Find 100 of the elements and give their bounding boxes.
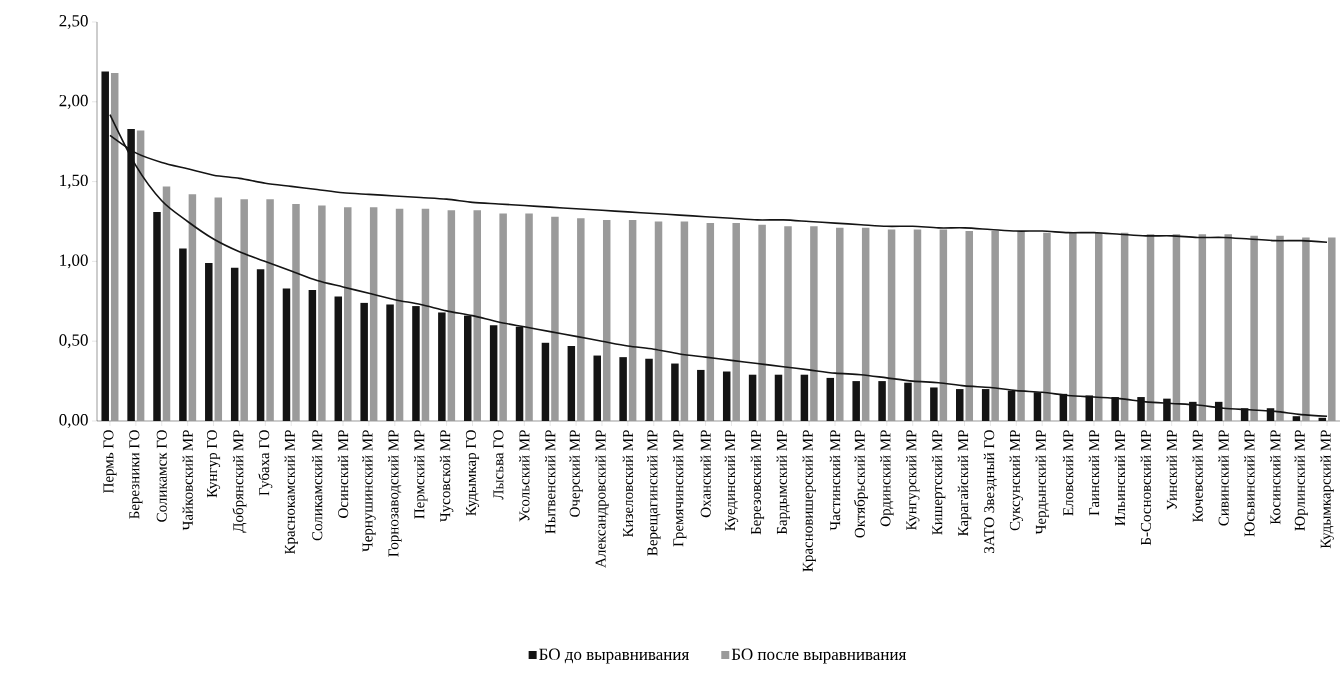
x-tick-label: Кишертский МР: [931, 430, 946, 535]
bar: [473, 210, 481, 421]
y-tick-label: 2,00: [59, 94, 88, 109]
bar: [292, 203, 300, 421]
x-tick-label: Усольский МР: [519, 430, 530, 522]
bar: [732, 223, 740, 421]
bar: [136, 130, 145, 421]
bar: [162, 186, 171, 421]
x-tick-label: Еловский МР: [1062, 430, 1074, 516]
bar: [758, 224, 766, 421]
bar: [939, 229, 948, 421]
x-tick-label: ЗАТО Звездный ГО: [983, 430, 997, 554]
x-tick-label: Юсьвинский МР: [1244, 430, 1255, 537]
x-tick-label: Кудымкар ГО: [465, 430, 480, 516]
bar: [645, 358, 653, 421]
x-tick-label: Осинский МР: [337, 430, 349, 518]
bar: [913, 229, 922, 421]
x-tick-label: Гаинский МР: [1088, 430, 1100, 516]
bar: [266, 199, 274, 421]
bar: [318, 205, 326, 421]
x-tick-label: Чердынский МР: [1035, 430, 1049, 535]
bar: [1043, 232, 1051, 421]
x-tick-label: Суксунский МР: [1009, 430, 1024, 531]
x-tick-label: Чусовской МР: [439, 430, 454, 522]
bar: [722, 371, 731, 421]
x-tick-label: Уинский МР: [1166, 430, 1177, 510]
x-tick-label: Частинский МР: [829, 430, 841, 531]
bar: [567, 345, 576, 421]
bar: [1328, 237, 1336, 421]
bar: [748, 374, 757, 421]
x-tick-label: Лысьва ГО: [493, 430, 504, 500]
bar: [1172, 234, 1181, 421]
bar: [499, 213, 507, 421]
bar: [188, 194, 197, 421]
bar: [836, 227, 844, 421]
x-tick-label: Ординский МР: [880, 430, 894, 527]
bar: [697, 369, 705, 421]
bar: [395, 208, 404, 421]
x-tick-label: Соликамск ГО: [156, 430, 167, 522]
bar: [861, 227, 870, 421]
bar: [205, 262, 213, 421]
bar: [878, 381, 886, 421]
bar: [308, 290, 317, 421]
bar: [369, 207, 378, 421]
x-tick-label: Верещагинский МР: [647, 430, 661, 556]
y-tick-label: 0,50: [59, 334, 88, 349]
bar: [826, 377, 835, 421]
bar: [671, 363, 679, 421]
x-tick-label: Куединский МР: [724, 430, 739, 531]
bar: [525, 213, 533, 421]
bar: [593, 355, 601, 421]
x-tick-label: Кочевский МР: [1192, 430, 1203, 523]
x-tick-label: Березники ГО: [129, 430, 143, 519]
bar: [930, 387, 938, 421]
bar: [810, 226, 818, 421]
legend-label: БО до выравнивания: [539, 648, 689, 664]
x-tick-label: Гремячинский МР: [672, 430, 687, 547]
bar: [110, 73, 119, 421]
bar: [344, 207, 352, 421]
x-tick-label: Очерский МР: [569, 430, 583, 517]
y-tick-label: 2,50: [59, 15, 88, 29]
x-tick-label: Сивинский МР: [1218, 430, 1229, 526]
x-tick-label: Краснокамский МР: [284, 430, 298, 555]
bar: [577, 218, 585, 421]
x-tick-label: Красновишерский МР: [802, 430, 816, 572]
x-tick-label: Кунгурский МР: [905, 430, 920, 531]
x-tick-label: Бардымский МР: [776, 430, 790, 535]
x-tick-label: Пермь ГО: [103, 430, 117, 494]
x-tick-label: Б-Сосновский МР: [1140, 430, 1151, 546]
bar: [334, 296, 343, 421]
bar: [282, 288, 291, 421]
bar: [153, 211, 161, 421]
bar: [1276, 235, 1284, 421]
bar: [852, 381, 860, 421]
bar: [421, 208, 430, 421]
bar: [706, 223, 715, 421]
bar: [179, 248, 187, 421]
x-tick-label: Ильинский МР: [1114, 430, 1126, 526]
x-tick-label: Оханский МР: [700, 430, 711, 518]
x-tick-label: Губаха ГО: [258, 430, 273, 496]
bar: [1302, 237, 1310, 421]
y-tick-label: 0,00: [59, 414, 88, 428]
x-tick-label: Кудымкарский МР: [1320, 430, 1334, 549]
bar: [628, 219, 637, 421]
bar: [1224, 234, 1232, 421]
bar: [230, 267, 239, 421]
x-tick-label: Косинский МР: [1270, 430, 1281, 525]
bar: [256, 269, 265, 421]
x-tick-label: Карагайский МР: [957, 430, 972, 536]
bar: [489, 325, 498, 421]
x-tick-label: Пермский МР: [413, 430, 428, 519]
bar: [214, 197, 223, 421]
bar: [541, 342, 550, 421]
bar: [551, 216, 559, 421]
bar: [602, 219, 611, 421]
bar: [1198, 234, 1207, 421]
y-tick-label: 1,50: [60, 174, 88, 189]
x-tick-label: Чернушинский МР: [362, 430, 376, 552]
x-tick-label: Кунгур ГО: [206, 430, 221, 498]
x-tick-label: Чайковский МР: [182, 430, 193, 531]
